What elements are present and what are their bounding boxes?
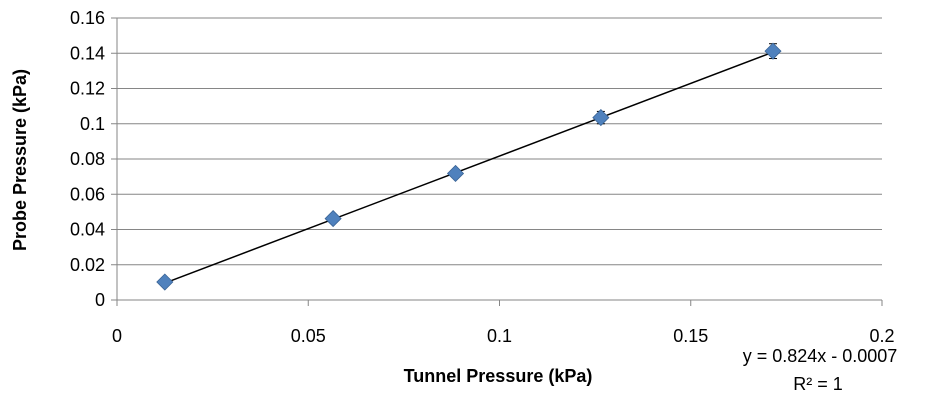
error-bars [160, 43, 777, 285]
y-tick-label: 0.08 [70, 149, 105, 169]
x-tick-label: 0.2 [869, 326, 894, 346]
y-tick-label: 0.02 [70, 255, 105, 275]
y-tick-label: 0.1 [80, 114, 105, 134]
y-tick-label: 0.14 [70, 43, 105, 63]
trendline [164, 51, 774, 284]
y-tick-label: 0 [95, 290, 105, 310]
x-tick-label: 0.05 [291, 326, 326, 346]
data-point [324, 210, 342, 228]
data-point [446, 164, 465, 183]
x-tick-label: 0 [112, 326, 122, 346]
axes [111, 17, 883, 306]
x-tick-label: 0.1 [487, 326, 512, 346]
x-tick-labels: 0 0.05 0.1 0.15 0.2 [112, 326, 895, 346]
data-point [156, 273, 174, 291]
y-tick-label: 0.04 [70, 220, 105, 240]
y-tick-label: 0.16 [70, 8, 105, 28]
y-tick-label: 0.12 [70, 79, 105, 99]
x-tick-label: 0.15 [673, 326, 708, 346]
gridlines [117, 17, 882, 266]
data-points [156, 42, 782, 291]
trendline-equation: y = 0.824x - 0.0007 [743, 346, 898, 366]
y-axis-title: Probe Pressure (kPa) [10, 69, 30, 251]
data-point [764, 42, 782, 60]
y-tick-label: 0.06 [70, 184, 105, 204]
x-axis-title: Tunnel Pressure (kPa) [404, 366, 593, 386]
trendline-r-squared: R² = 1 [793, 374, 843, 394]
trendline-layer [164, 51, 774, 284]
y-tick-labels: 0 0.02 0.04 0.06 0.08 0.1 0.12 0.14 0.16 [70, 8, 105, 310]
data-point [592, 109, 610, 127]
